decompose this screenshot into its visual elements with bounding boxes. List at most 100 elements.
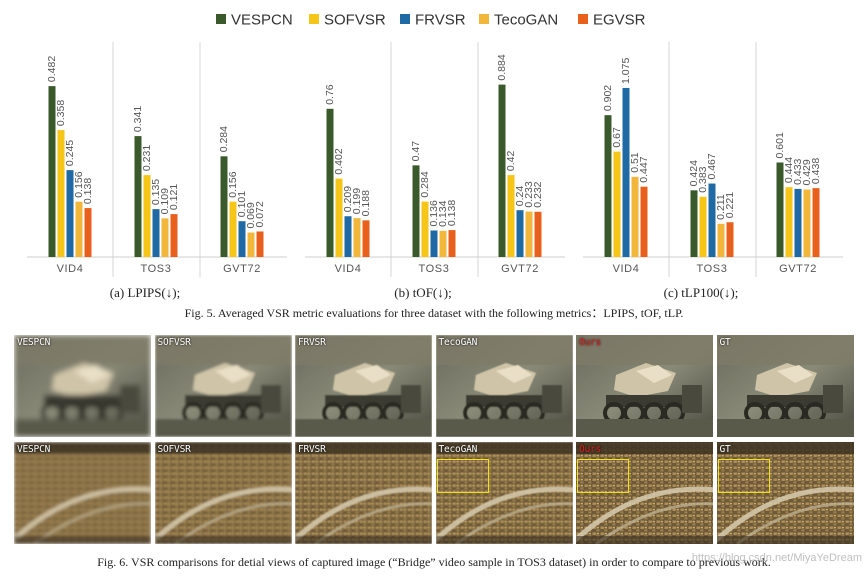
fig5-caption: Fig. 5. Averaged VSR metric evaluations … [184, 306, 684, 320]
legend-entry-egvsr: EGVSR [578, 12, 646, 29]
bar-frvsr-tos3 [152, 209, 160, 257]
panel-label: FRVSR [298, 337, 326, 348]
bar-tecogan-gvt72 [525, 211, 533, 257]
bar-frvsr-gvt72 [516, 210, 524, 257]
comparison-panel-gt-row2: GT [716, 442, 854, 544]
panel-image [14, 442, 151, 544]
bar-egvsr-tos3 [448, 230, 456, 257]
bar-sofvsr-vid4 [613, 151, 621, 257]
legend-entry-sofvsr: SOFVSR [309, 12, 386, 29]
highlight-box [436, 459, 489, 493]
legend-swatch [400, 14, 410, 24]
bar-frvsr-vid4 [344, 216, 352, 257]
watermark: https://blog.csdn.net/MiyaYeDream [691, 552, 862, 564]
chart-legend: VESPCN SOFVSR FRVSR TecoGAN EGVSR [0, 0, 868, 38]
category-tick-label: VID4 [335, 263, 362, 275]
panel-image [295, 335, 432, 437]
bar-tecogan-vid4 [75, 201, 83, 257]
data-label: 0.221 [724, 192, 736, 218]
bar-egvsr-vid4 [640, 186, 648, 257]
comparison-panel-sofvsr-row2: SOFVSR [154, 442, 292, 544]
legend-label: FRVSR [415, 12, 466, 29]
bar-frvsr-gvt72 [238, 221, 246, 257]
panel-image [576, 442, 713, 544]
bar-frvsr-tos3 [430, 230, 438, 257]
bar-egvsr-vid4 [84, 208, 92, 257]
panel-image [154, 442, 292, 544]
chart-title: (a) LPIPS(↓); [110, 285, 180, 300]
data-label: 0.601 [774, 132, 786, 158]
legend-label: TecoGAN [494, 12, 558, 29]
panel-image [435, 442, 573, 544]
bar-charts: 0.482 0.358 0.245 0.156 0.138 VID4 0.341 0.231 0… [0, 38, 868, 302]
comparison-panel-tecogan-row1: TecoGAN [435, 335, 573, 437]
data-label: 0.402 [333, 148, 345, 174]
data-label: 0.138 [82, 178, 94, 204]
data-label: 0.232 [532, 181, 544, 207]
bar-frvsr-tos3 [708, 183, 716, 257]
comparison-panel-frvsr-row1: FRVSR [295, 335, 432, 437]
panel-label: FRVSR [298, 444, 326, 455]
bar-tecogan-tos3 [161, 218, 169, 257]
legend-swatch [309, 14, 319, 24]
highlight-box [577, 459, 629, 493]
data-label: 0.156 [227, 171, 239, 197]
highlight-box [717, 459, 770, 493]
panel-label: SOFVSR [157, 337, 191, 348]
legend-swatch [479, 14, 489, 24]
legend-entry-vespcn: VESPCN [216, 12, 293, 29]
data-label: 0.211 [715, 194, 727, 220]
data-label: 0.67 [611, 127, 623, 148]
data-label: 0.482 [46, 56, 58, 82]
bar-vespcn-gvt72 [220, 156, 228, 257]
bar-egvsr-gvt72 [812, 188, 820, 257]
data-label: 0.76 [324, 84, 336, 105]
category-tick-label: GVT72 [779, 263, 817, 275]
data-label: 0.121 [168, 184, 180, 210]
charts-graphic: 0.4820.3580.2450.1560.138VID40.3410.2310… [27, 42, 843, 300]
category-tick-label: TOS3 [419, 263, 450, 275]
comparison-panel-ours-row2: Ours [576, 442, 713, 544]
panel-label: GT [719, 444, 731, 455]
chart-title: (c) tLP100(↓); [664, 285, 739, 300]
data-label: 0.069 [245, 202, 257, 228]
bar-vespcn-tos3 [690, 190, 698, 257]
bar-vespcn-gvt72 [498, 84, 506, 257]
data-label: 0.447 [638, 156, 650, 182]
data-label: 0.233 [523, 181, 535, 207]
comparison-panel-ours-row1: Ours [576, 335, 713, 437]
bar-sofvsr-tos3 [143, 175, 151, 257]
data-label: 0.438 [810, 158, 822, 184]
bar-egvsr-tos3 [726, 222, 734, 257]
bar-egvsr-gvt72 [534, 211, 542, 257]
data-label: 0.444 [783, 157, 795, 183]
data-label: 0.902 [602, 85, 614, 111]
comparison-panel-vespcn-row2: VESPCN [14, 442, 151, 544]
bar-tecogan-vid4 [353, 218, 361, 257]
category-tick-label: VID4 [613, 263, 640, 275]
panel-image [154, 335, 292, 437]
panel-label: VESPCN [17, 444, 51, 455]
panel-label: GT [719, 337, 731, 348]
bar-sofvsr-gvt72 [229, 201, 237, 257]
bar-sofvsr-tos3 [699, 196, 707, 257]
bar-egvsr-vid4 [362, 220, 370, 257]
data-label: 0.231 [141, 145, 153, 171]
panel-image [716, 442, 854, 544]
panel-image [435, 335, 573, 437]
bar-tecogan-vid4 [631, 176, 639, 257]
category-tick-label: GVT72 [223, 263, 261, 275]
data-label: 1.075 [620, 58, 632, 84]
legend-entry-tecogan: TecoGAN [479, 12, 558, 29]
bar-frvsr-vid4 [622, 87, 630, 257]
data-label: 0.101 [236, 191, 248, 217]
bar-vespcn-vid4 [326, 108, 334, 257]
data-label: 0.188 [360, 190, 372, 216]
panel-image [14, 335, 151, 437]
comparison-panel-gt-row1: GT [716, 335, 854, 437]
data-label: 0.284 [419, 171, 431, 197]
panel-image [295, 442, 432, 544]
data-label: 0.209 [342, 186, 354, 212]
data-label: 0.341 [132, 106, 144, 132]
